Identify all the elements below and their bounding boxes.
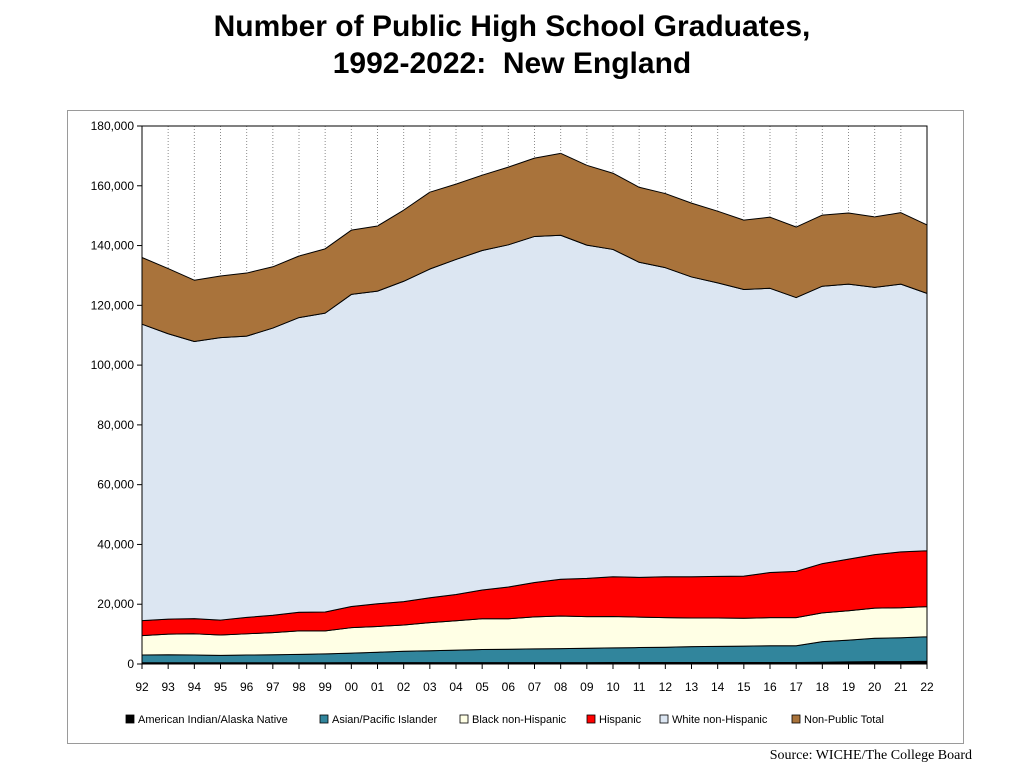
y-tick-label: 40,000: [97, 537, 134, 551]
legend-label: American Indian/Alaska Native: [138, 714, 288, 726]
legend-item-white-non-hispanic: White non-Hispanic: [659, 714, 768, 726]
legend-swatch: [659, 714, 669, 724]
x-tick-label: 21: [894, 680, 908, 694]
source-note: Source: WICHE/The College Board: [769, 748, 972, 763]
x-tick-label: 04: [449, 680, 463, 694]
x-tick-label: 07: [528, 680, 542, 694]
y-tick-label: 100,000: [91, 358, 135, 372]
x-tick-label: 93: [161, 680, 175, 694]
x-tick-label: 97: [266, 680, 280, 694]
x-tick-label: 18: [816, 680, 830, 694]
x-tick-label: 22: [920, 680, 934, 694]
y-tick-label: 140,000: [91, 239, 135, 253]
x-tick-label: 99: [318, 680, 332, 694]
x-tick-label: 06: [502, 680, 516, 694]
x-tick-label: 13: [685, 680, 699, 694]
y-tick-label: 160,000: [91, 179, 135, 193]
legend-label: Asian/Pacific Islander: [332, 714, 437, 726]
x-tick-label: 19: [842, 680, 856, 694]
legend-label: White non-Hispanic: [672, 714, 768, 726]
x-tick-label: 02: [397, 680, 411, 694]
x-tick-label: 92: [135, 680, 149, 694]
y-axis-ticks: 0 20,000 40,000 60,000 80,000 100,000 120,000 1…: [91, 119, 142, 671]
x-tick-label: 16: [763, 680, 777, 694]
x-tick-label: 10: [606, 680, 620, 694]
legend-item-american-indian-alaska-native: American Indian/Alaska Native: [125, 714, 288, 726]
y-tick-label: 0: [127, 657, 134, 671]
y-tick-label: 80,000: [97, 418, 134, 432]
legend: American Indian/Alaska Native Asian/Pacif…: [125, 714, 884, 726]
chart-title-line1: Number of Public High School Graduates,: [213, 10, 811, 43]
x-tick-label: 15: [737, 680, 751, 694]
y-tick-label: 20,000: [97, 597, 134, 611]
series-areas: [141, 152, 928, 665]
x-tick-label: 01: [371, 680, 385, 694]
chart-title-line2: 1992-2022: New England: [332, 47, 692, 80]
y-tick-label: 120,000: [91, 298, 135, 312]
x-tick-label: 03: [423, 680, 437, 694]
x-tick-label: 94: [188, 680, 202, 694]
x-tick-label: 14: [711, 680, 725, 694]
chart-frame: 0 20,000 40,000 60,000 80,000 100,000 120,000 1…: [67, 110, 964, 744]
legend-label: Hispanic: [599, 714, 642, 726]
y-tick-label: 180,000: [91, 119, 135, 133]
x-tick-label: 17: [789, 680, 803, 694]
chart-title: Number of Public High School Graduates, …: [0, 8, 1024, 82]
vertical-gridlines: [167, 126, 902, 281]
legend-swatch: [586, 714, 596, 724]
legend-label: Non-Public Total: [804, 714, 884, 726]
x-tick-label: 05: [475, 680, 489, 694]
x-axis-ticks: 92 93 94 95 96 97 98 99 00 01 02 03 04 05 06 07 08 09 10 11…: [135, 664, 934, 694]
legend-swatch: [791, 714, 801, 724]
y-tick-label: 60,000: [97, 478, 134, 492]
legend-label: Black non-Hispanic: [472, 714, 567, 726]
x-tick-label: 08: [554, 680, 568, 694]
legend-item-black-non-hispanic: Black non-Hispanic: [459, 714, 567, 726]
stacked-area-chart: 0 20,000 40,000 60,000 80,000 100,000 120,000 1…: [91, 119, 934, 726]
legend-swatch: [125, 714, 135, 724]
legend-item-non-public-total: Non-Public Total: [791, 714, 884, 726]
x-tick-label: 98: [292, 680, 306, 694]
legend-swatch: [319, 714, 329, 724]
legend-item-asian-pacific-islander: Asian/Pacific Islander: [319, 714, 437, 726]
legend-item-hispanic: Hispanic: [586, 714, 642, 726]
legend-swatch: [459, 714, 469, 724]
x-tick-label: 00: [345, 680, 359, 694]
x-tick-label: 11: [633, 680, 646, 694]
x-tick-label: 20: [868, 680, 882, 694]
x-tick-label: 12: [659, 680, 673, 694]
x-tick-label: 96: [240, 680, 254, 694]
x-tick-label: 09: [580, 680, 594, 694]
x-tick-label: 95: [214, 680, 228, 694]
